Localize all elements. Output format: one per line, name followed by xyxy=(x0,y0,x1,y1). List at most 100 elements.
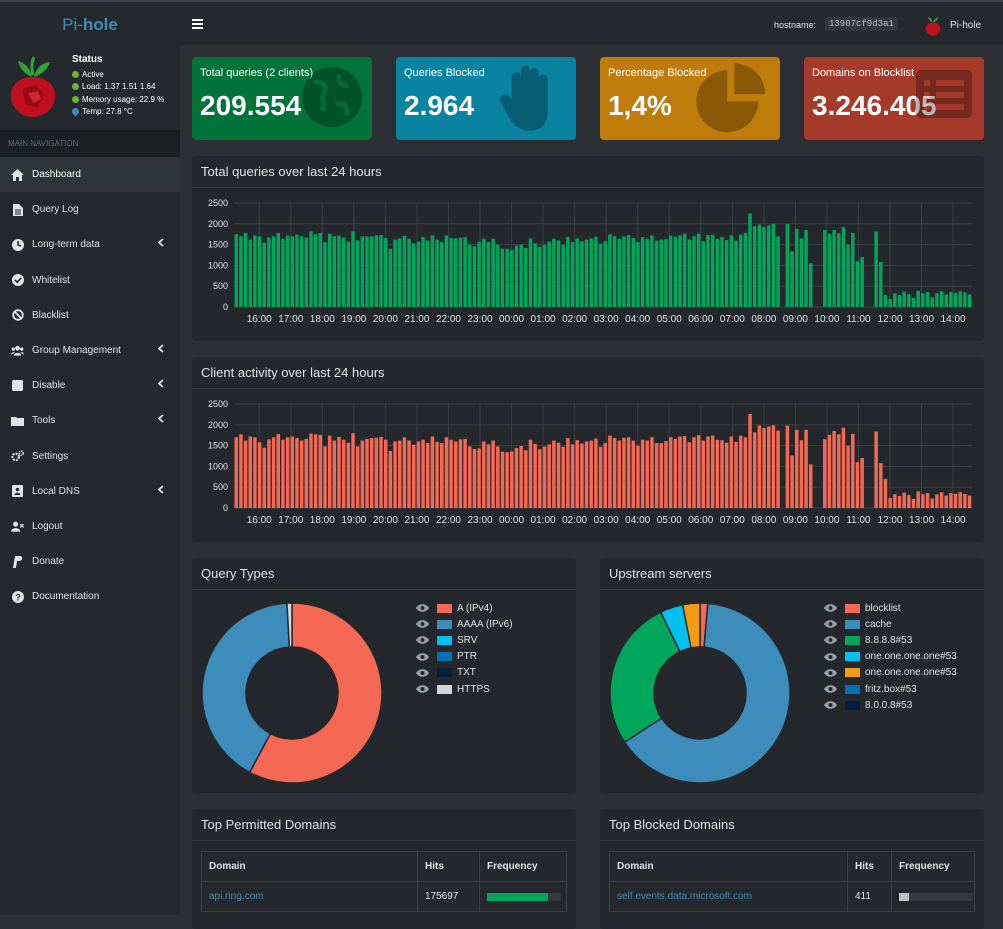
temperature-icon xyxy=(70,106,81,117)
column-header-frequency[interactable]: Frequency xyxy=(891,851,975,882)
client-activity-bar xyxy=(262,447,266,508)
domain-link[interactable]: api.ring.com xyxy=(201,881,418,912)
legend-item[interactable]: HTTPS xyxy=(416,681,513,697)
nav-item-disable[interactable]: Disable xyxy=(0,368,180,403)
legend-swatch xyxy=(437,668,452,678)
address-book-icon xyxy=(11,485,24,498)
client-activity-bar xyxy=(734,441,738,508)
nav-item-donate[interactable]: Donate xyxy=(0,544,180,579)
eye-icon[interactable] xyxy=(824,701,837,709)
client-activity-bar xyxy=(650,437,654,508)
query-types-doughnut[interactable] xyxy=(192,592,392,792)
eye-icon[interactable] xyxy=(416,669,429,677)
app-logo[interactable]: Pi-hole xyxy=(0,2,180,47)
total-queries-bar xyxy=(524,247,528,307)
cogs-icon xyxy=(11,450,24,462)
eye-icon[interactable] xyxy=(824,636,837,645)
eye-icon[interactable] xyxy=(824,685,837,693)
user-menu[interactable]: Pi-hole xyxy=(950,20,982,31)
legend-item[interactable]: one.one.one.one#53 xyxy=(824,649,957,665)
y-tick-label: 1000 xyxy=(208,461,228,471)
user-logo-icon[interactable] xyxy=(924,15,942,37)
legend-item[interactable]: SRV xyxy=(416,632,513,648)
client-activity-bar xyxy=(953,493,958,508)
legend-item[interactable]: fritz.box#53 xyxy=(824,681,957,697)
client-activity-bar xyxy=(248,436,252,508)
column-header-hits[interactable]: Hits xyxy=(417,851,480,882)
column-header-domain[interactable]: Domain xyxy=(201,851,418,882)
eye-icon[interactable] xyxy=(824,604,837,612)
nav-item-dashboard[interactable]: Dashboard xyxy=(0,157,180,193)
column-header-frequency[interactable]: Frequency xyxy=(479,851,567,882)
frequency-cell xyxy=(479,881,567,912)
hostname-label: hostname: xyxy=(774,20,817,30)
legend-item[interactable]: TXT xyxy=(416,665,513,681)
column-header-hits[interactable]: Hits xyxy=(847,851,892,882)
x-tick-label: 04:00 xyxy=(625,314,650,325)
nav-item-tools[interactable]: Tools xyxy=(0,403,180,438)
nav-item-blacklist[interactable]: Blacklist xyxy=(0,298,180,333)
stat-value: 2.964 xyxy=(404,90,475,121)
client-activity-bar xyxy=(809,464,813,508)
eye-icon[interactable] xyxy=(824,652,837,661)
stat-value: 3.246.405 xyxy=(812,90,937,121)
total-queries-bar xyxy=(930,297,934,307)
legend-item[interactable]: PTR xyxy=(416,649,513,665)
total-queries-bar xyxy=(963,292,967,307)
client-activity-bar xyxy=(313,434,318,508)
upstream-servers-doughnut[interactable] xyxy=(600,592,800,792)
client-activity-bar xyxy=(911,498,916,508)
total-queries-bar xyxy=(519,244,523,307)
eye-icon[interactable] xyxy=(416,604,429,612)
client-activity-chart[interactable]: 2500 2000 1500 1000 500 0 16:00 17:00 18:00 19:00… xyxy=(192,390,984,542)
legend-item[interactable]: one.one.one.one#53 xyxy=(824,665,957,681)
total-queries-chart[interactable]: 2500 2000 1500 1000 500 0 16:00 17:00 18:00 19:00… xyxy=(192,189,984,341)
eye-icon[interactable] xyxy=(416,636,429,645)
total-queries-bar xyxy=(762,227,766,307)
nav-item-long-term-data[interactable]: Long-term data xyxy=(0,227,180,262)
nav-item-whitelist[interactable]: Whitelist xyxy=(0,263,180,298)
domain-link[interactable]: self.events.data.microsoft.com xyxy=(609,881,848,912)
legend-label: HTTPS xyxy=(457,683,490,695)
total-queries-bar xyxy=(706,235,710,307)
nav-item-logout[interactable]: Logout xyxy=(0,509,180,544)
nav-label: Disable xyxy=(32,380,66,392)
panel-title: Client activity over last 24 hours xyxy=(192,357,984,389)
nav-item-local-dns[interactable]: Local DNS xyxy=(0,474,180,509)
eye-icon[interactable] xyxy=(416,652,429,661)
eye-icon[interactable] xyxy=(416,620,429,629)
client-activity-bar xyxy=(393,441,397,508)
upstream-legend: blocklist cache 8.8.8.8#53 one.one.one.o… xyxy=(824,600,957,713)
y-tick-label: 0 xyxy=(223,503,228,513)
menu-toggle-icon[interactable] xyxy=(192,19,203,32)
total-queries-bar xyxy=(692,236,696,307)
y-tick-label: 2000 xyxy=(208,420,228,430)
nav-item-query-log[interactable]: Query Log xyxy=(0,192,180,227)
eye-icon[interactable] xyxy=(416,685,429,693)
column-header-domain[interactable]: Domain xyxy=(609,851,848,882)
eye-icon[interactable] xyxy=(824,669,837,677)
upstream-server-slice xyxy=(623,602,791,784)
legend-item[interactable]: 8.8.8.8#53 xyxy=(824,632,957,648)
legend-item[interactable]: A (IPv4) xyxy=(416,600,513,616)
client-activity-bar xyxy=(682,436,687,508)
legend-item[interactable]: AAAA (IPv6) xyxy=(416,616,513,632)
client-activity-bar xyxy=(594,438,598,508)
client-activity-bar xyxy=(496,446,500,508)
client-activity-bar xyxy=(276,433,281,508)
total-queries-bar xyxy=(355,240,360,307)
client-activity-bar xyxy=(949,493,953,508)
nav-item-group-management[interactable]: Group Management xyxy=(0,333,180,368)
legend-item[interactable]: cache xyxy=(824,616,957,632)
nav-item-documentation[interactable]: ? Documentation xyxy=(0,579,180,614)
total-queries-bar xyxy=(911,297,916,307)
nav-item-settings[interactable]: Settings xyxy=(0,439,180,474)
total-queries-bar xyxy=(832,230,836,307)
total-queries-bar xyxy=(771,223,776,307)
client-activity-bar xyxy=(472,448,477,508)
eye-icon[interactable] xyxy=(824,620,837,629)
legend-item[interactable]: 8.0.0.8#53 xyxy=(824,697,957,713)
nav-label: Tools xyxy=(32,415,56,427)
total-queries-bar xyxy=(748,213,752,307)
legend-item[interactable]: blocklist xyxy=(824,600,957,616)
